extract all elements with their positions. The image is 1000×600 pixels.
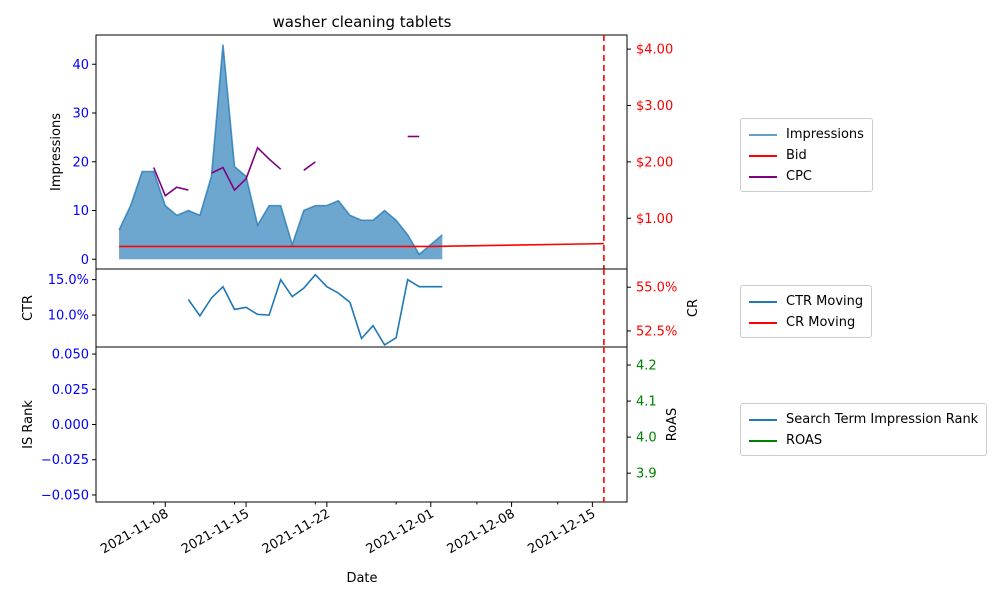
- legend-swatch: [749, 321, 777, 324]
- right-tick-label: 3.9: [636, 467, 657, 482]
- legend-label: Bid: [786, 148, 807, 163]
- y2-axis-label-3: RoAS: [665, 408, 680, 442]
- right-tick-label: 4.0: [636, 431, 657, 446]
- legend-label: CR Moving: [786, 315, 856, 330]
- legend-item: CR Moving: [749, 312, 863, 333]
- legend-swatch: [749, 133, 777, 136]
- left-tick-label: 15.0%: [48, 273, 89, 288]
- right-tick-label: 4.2: [636, 359, 657, 374]
- left-tick-label: −0.050: [41, 488, 89, 503]
- legend-item: Bid: [749, 145, 864, 166]
- series-cpc-segment-2: [303, 161, 316, 171]
- right-tick-label: $3.00: [636, 99, 673, 114]
- series-bid-segment-0: [119, 242, 604, 248]
- legend-swatch: [749, 300, 777, 303]
- y2-axis-label-2: CR: [686, 299, 701, 317]
- y-axis-label-2: CTR: [21, 295, 36, 321]
- right-tick-label: $4.00: [636, 43, 673, 58]
- left-tick-label: 10: [72, 204, 89, 219]
- chart-title: washer cleaning tablets: [273, 13, 452, 31]
- right-tick-label: $2.00: [636, 155, 673, 170]
- left-tick-label: −0.025: [41, 453, 89, 468]
- series-cpc-segment-0: [152, 167, 189, 197]
- legend-label: CTR Moving: [786, 294, 864, 309]
- legend-item: Impressions: [749, 124, 864, 145]
- legend-swatch: [749, 418, 777, 421]
- left-tick-label: 10.0%: [48, 309, 89, 324]
- right-tick-label: 4.1: [636, 395, 657, 410]
- left-tick-label: 0.050: [52, 348, 89, 363]
- left-tick-label: 0: [81, 253, 89, 268]
- x-axis-label: Date: [346, 571, 377, 586]
- left-tick-label: 40: [72, 58, 89, 73]
- legend-item: Search Term Impression Rank: [749, 409, 978, 430]
- left-tick-label: 30: [72, 107, 89, 122]
- legend-swatch: [749, 439, 777, 442]
- legend-swatch: [749, 154, 777, 157]
- legend-label: ROAS: [786, 433, 823, 448]
- legend-label: CPC: [786, 169, 812, 184]
- legend-item: CPC: [749, 166, 864, 187]
- legend-item: ROAS: [749, 430, 978, 451]
- right-tick-label: 55.0%: [636, 281, 677, 296]
- series-cpc-segment-1: [211, 146, 282, 192]
- right-tick-label: 52.5%: [636, 324, 677, 339]
- legend-bottom: Search Term Impression Rank ROAS: [740, 403, 988, 456]
- legend-label: Search Term Impression Rank: [786, 412, 979, 427]
- series-impressions-line: [118, 44, 443, 256]
- y-axis-label-1: Impressions: [49, 113, 64, 191]
- legend-top: Impressions Bid CPC: [740, 118, 873, 192]
- left-tick-label: 0.025: [52, 383, 89, 398]
- right-tick-label: $1.00: [636, 212, 673, 227]
- y-axis-label-3: IS Rank: [21, 400, 36, 449]
- left-tick-label: 0.000: [52, 418, 89, 433]
- legend-middle: CTR Moving CR Moving: [740, 285, 873, 338]
- series-ctr-moving-segment-0: [187, 273, 443, 346]
- series-impressions-area: [119, 44, 443, 260]
- legend-swatch: [749, 175, 777, 178]
- left-tick-label: 20: [72, 155, 89, 170]
- legend-item: CTR Moving: [749, 291, 863, 312]
- legend-label: Impressions: [786, 127, 864, 142]
